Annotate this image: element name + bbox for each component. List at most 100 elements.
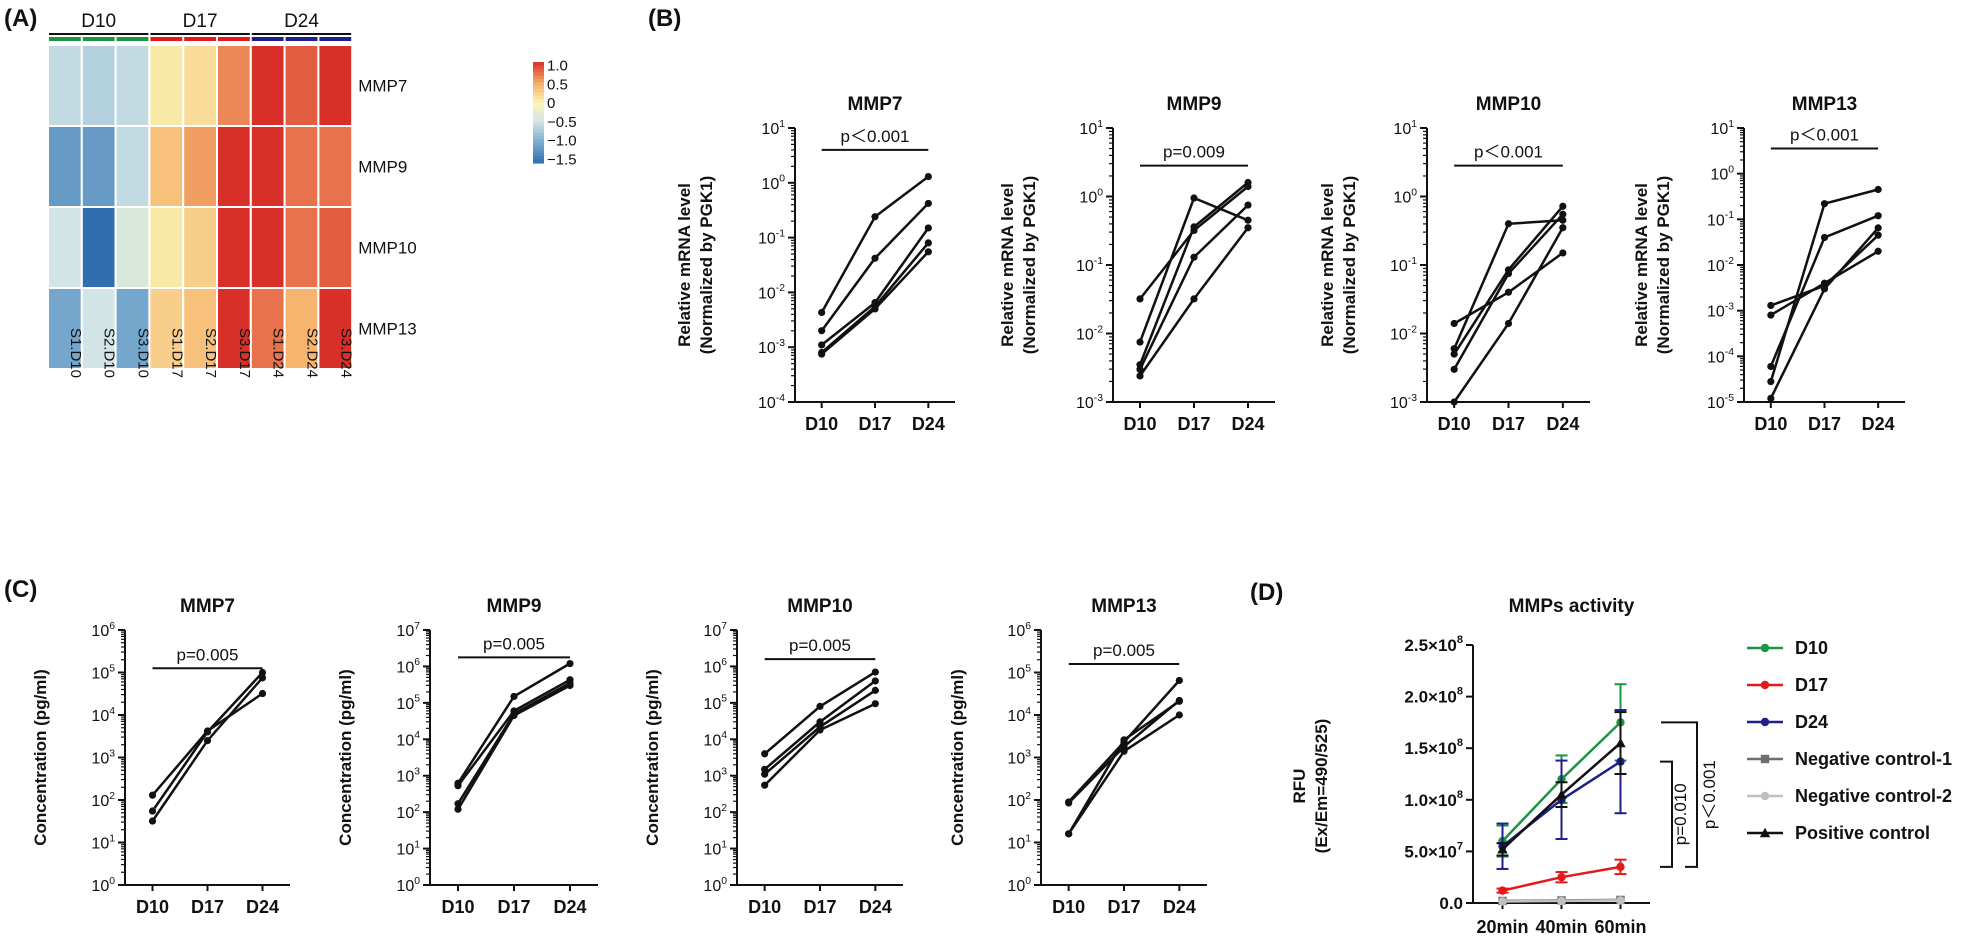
- heatmap-cell: [216, 125, 252, 208]
- data-point: [1760, 643, 1770, 653]
- subplot-title: MMP10: [787, 596, 852, 617]
- data-point: [510, 692, 518, 701]
- legend-entry: Positive control: [1747, 823, 1930, 843]
- p-value-label: p=0.005: [177, 645, 239, 664]
- data-point: [1450, 398, 1458, 406]
- y-tick-label: 106: [396, 657, 420, 676]
- y-tick-label: 10-1: [1390, 256, 1417, 275]
- heatmap-cell: [80, 206, 117, 289]
- data-point: [1190, 253, 1198, 261]
- y-tick-label-base: 10: [91, 623, 109, 640]
- heatmap-row-label: MMP10: [358, 239, 417, 258]
- data-point: [1450, 350, 1458, 358]
- heatmap-group-color-strip: [251, 37, 284, 41]
- data-point: [1616, 896, 1625, 905]
- y-axis-label: Concentration (pg/ml): [336, 669, 355, 846]
- heatmap-group-color-strip: [116, 37, 149, 41]
- y-tick-label-exp: 6: [1025, 621, 1031, 632]
- heatmap-cell: [317, 125, 354, 208]
- data-point: [1767, 394, 1775, 402]
- x-tick-label: D17: [803, 897, 836, 917]
- data-point: [1559, 216, 1567, 224]
- y-tick-label-exp: 4: [414, 730, 420, 741]
- y-axis-label: Concentration (pg/ml): [31, 669, 50, 846]
- data-point: [1120, 747, 1128, 755]
- y-tick-label: 100: [1007, 876, 1031, 895]
- p-value-label: p=0.010: [1671, 783, 1690, 845]
- heatmap-cell: [80, 287, 117, 370]
- p-value-label: p=0.005: [789, 636, 851, 655]
- heatmap-cell: [283, 44, 320, 127]
- y-tick-label-base: 10: [1707, 212, 1725, 229]
- data-point: [1556, 789, 1567, 799]
- y-tick-label-base: 10: [1393, 190, 1411, 207]
- heatmap-cell: [114, 287, 151, 370]
- heatmap-group-color-strip: [150, 37, 183, 41]
- heatmap-row-label: MMP9: [358, 158, 407, 177]
- panel-label-a: (A): [4, 5, 37, 32]
- y-tick-label: 104: [91, 706, 115, 725]
- y-tick-label-base: 10: [1390, 395, 1408, 412]
- colorbar-segment: [533, 122, 544, 127]
- y-tick-label: 5.0×107: [1404, 840, 1463, 861]
- series-negative-control-2: [1498, 896, 1625, 906]
- y-tick-label-base: 10: [1007, 878, 1025, 895]
- heatmap-cell: [182, 44, 218, 127]
- data-point: [1760, 717, 1770, 727]
- panel-label-c: (C): [4, 576, 37, 603]
- colorbar-segment: [533, 82, 544, 87]
- subplot-title: MMP7: [180, 596, 235, 617]
- x-tick-label: D10: [748, 897, 781, 917]
- y-tick-label: 105: [703, 694, 727, 713]
- data-point: [1767, 377, 1775, 386]
- y-tick-label-base: 10: [91, 751, 109, 768]
- colorbar-segment: [533, 132, 544, 137]
- y-tick-label-base: 10: [396, 769, 414, 786]
- y-tick-label: 10-4: [1707, 347, 1734, 366]
- y-tick-label-exp: 0: [721, 876, 727, 887]
- heatmap-cell: [80, 125, 117, 208]
- data-point: [1557, 873, 1566, 882]
- y-tick-label-base: 10: [1007, 836, 1025, 853]
- y-tick-label-exp: 3: [109, 748, 115, 759]
- y-tick-label-exp: 0: [1025, 876, 1031, 887]
- y-axis-label: RFU: [1290, 769, 1309, 804]
- y-tick-label-exp: 7: [721, 621, 727, 632]
- heatmap-cell: [182, 125, 218, 208]
- subplot-title: MMP7: [848, 94, 903, 115]
- heatmap-cell: [47, 125, 83, 208]
- y-tick-label-exp: 4: [1025, 706, 1031, 717]
- data-point: [1498, 886, 1507, 895]
- data-point: [1065, 799, 1073, 807]
- y-tick-label-exp: 6: [109, 621, 115, 632]
- series-d17: [1496, 858, 1627, 895]
- colorbar-tick-label: −1.5: [547, 151, 577, 168]
- legend-entry: D17: [1747, 675, 1828, 695]
- significance-bracket: [1660, 760, 1673, 868]
- heatmap-cell: [47, 206, 83, 289]
- heatmap-cell: [216, 44, 252, 127]
- y-tick-label: 101: [1393, 119, 1417, 138]
- y-tick-label-base: 10: [761, 121, 779, 138]
- p-value-label: p＜0.001: [841, 127, 910, 146]
- y-tick-label: 10-2: [1076, 324, 1103, 343]
- series-line: [456, 684, 571, 810]
- data-point: [1498, 897, 1507, 906]
- y-tick-label-exp: 5: [721, 694, 727, 705]
- heatmap-column-label: S1.D17: [168, 328, 185, 378]
- legend-entry: D24: [1747, 712, 1828, 732]
- heatmap-column-label: S3.D10: [135, 328, 152, 378]
- y-tick-label: 10-2: [1390, 324, 1417, 343]
- y-tick-label: 10-3: [758, 338, 785, 357]
- data-point: [871, 213, 879, 221]
- colorbar-segment: [533, 92, 544, 97]
- heatmap-group-color-strip: [82, 37, 115, 41]
- y-tick-label-exp: 6: [721, 657, 727, 668]
- x-tick-label: 60min: [1594, 917, 1646, 937]
- y-tick-label-exp: -2: [776, 283, 785, 294]
- y-tick-label-base: 10: [703, 659, 721, 676]
- legend-label: Negative control-1: [1795, 749, 1952, 769]
- y-tick-label-base: 10: [758, 285, 776, 302]
- heatmap-row-label: MMP13: [358, 320, 417, 339]
